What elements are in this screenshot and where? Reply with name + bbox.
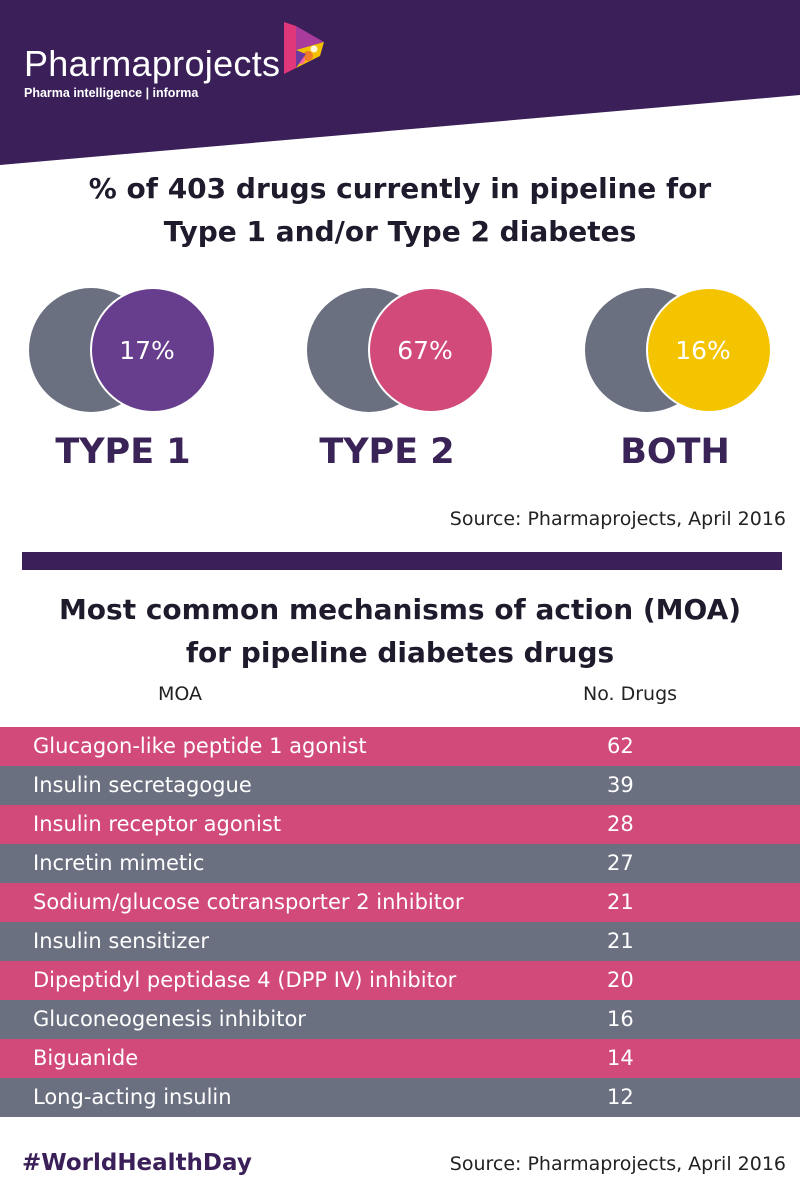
table-title-line: Most common mechanisms of action (MOA) [58,593,742,626]
moa-cell: Biguanide [33,1046,139,1070]
venn-circle-type2 [368,287,494,413]
venn-circle-both [646,287,772,413]
footer-source: Source: Pharmaprojects, April 2016 [449,1153,786,1175]
moa-cell: Insulin secretagogue [33,773,252,797]
table-title-line: for pipeline diabetes drugs [185,636,615,669]
moa-cell: Gluconeogenesis inhibitor [33,1007,306,1031]
pharmaprojects-logo-icon [284,22,324,74]
table-row: Gluconeogenesis inhibitor 16 [0,1000,800,1039]
category-label-both: BOTH [620,432,730,472]
moa-cell: Insulin receptor agonist [33,812,282,836]
moa-cell: Glucagon-like peptide 1 agonist [33,734,367,758]
venn-circle-type1 [90,287,216,413]
category-label-type1: TYPE 1 [55,432,191,472]
category-label-type2: TYPE 2 [319,432,455,472]
count-cell: 62 [607,734,634,758]
chart-title-line: Type 1 and/or Type 2 diabetes [163,215,637,248]
venn-chart: 17% 67% 16% [29,287,772,413]
table-row: Long-acting insulin 12 [0,1078,800,1117]
count-cell: 14 [607,1046,634,1070]
brand: Pharmaprojects Pharma intelligence | inf… [24,43,281,101]
source-note: Source: Pharmaprojects, April 2016 [449,508,786,530]
moa-cell: Long-acting insulin [33,1085,232,1109]
count-cell: 20 [607,968,634,992]
count-cell: 12 [607,1085,634,1109]
moa-cell: Incretin mimetic [33,851,205,875]
count-cell: 27 [607,851,634,875]
brand-tagline: Pharma intelligence | informa [24,86,199,100]
column-header-no-drugs: No. Drugs [583,683,678,705]
header-banner [0,0,800,165]
moa-table: Glucagon-like peptide 1 agonist 62 Insulin… [0,727,800,1117]
table-row: Glucagon-like peptide 1 agonist 62 [0,727,800,766]
table-row: Insulin sensitizer 21 [0,922,800,961]
moa-cell: Sodium/glucose cotransporter 2 inhibitor [33,890,464,914]
count-cell: 39 [607,773,634,797]
count-cell: 21 [607,890,634,914]
count-cell: 21 [607,929,634,953]
column-header-moa: MOA [158,683,203,705]
percent-label-type1: 17% [119,336,175,365]
table-row: Insulin receptor agonist 28 [0,805,800,844]
moa-cell: Dipeptidyl peptidase 4 (DPP IV) inhibito… [33,968,457,992]
percent-label-type2: 67% [397,336,453,365]
moa-cell: Insulin sensitizer [33,929,209,953]
table-row: Insulin secretagogue 39 [0,766,800,805]
section-divider [22,552,782,570]
table-row: Incretin mimetic 27 [0,844,800,883]
chart-title-line: % of 403 drugs currently in pipeline for [88,172,712,205]
brand-name: Pharmaprojects [24,43,281,84]
percent-label-both: 16% [675,336,731,365]
count-cell: 16 [607,1007,634,1031]
table-title-moa: Most common mechanisms of action (MOA) f… [0,588,800,674]
table-row: Sodium/glucose cotransporter 2 inhibitor… [0,883,800,922]
hashtag: #WorldHealthDay [22,1150,252,1176]
count-cell: 28 [607,812,634,836]
chart-title-pipeline: % of 403 drugs currently in pipeline for… [0,167,800,253]
table-row: Biguanide 14 [0,1039,800,1078]
table-row: Dipeptidyl peptidase 4 (DPP IV) inhibito… [0,961,800,1000]
